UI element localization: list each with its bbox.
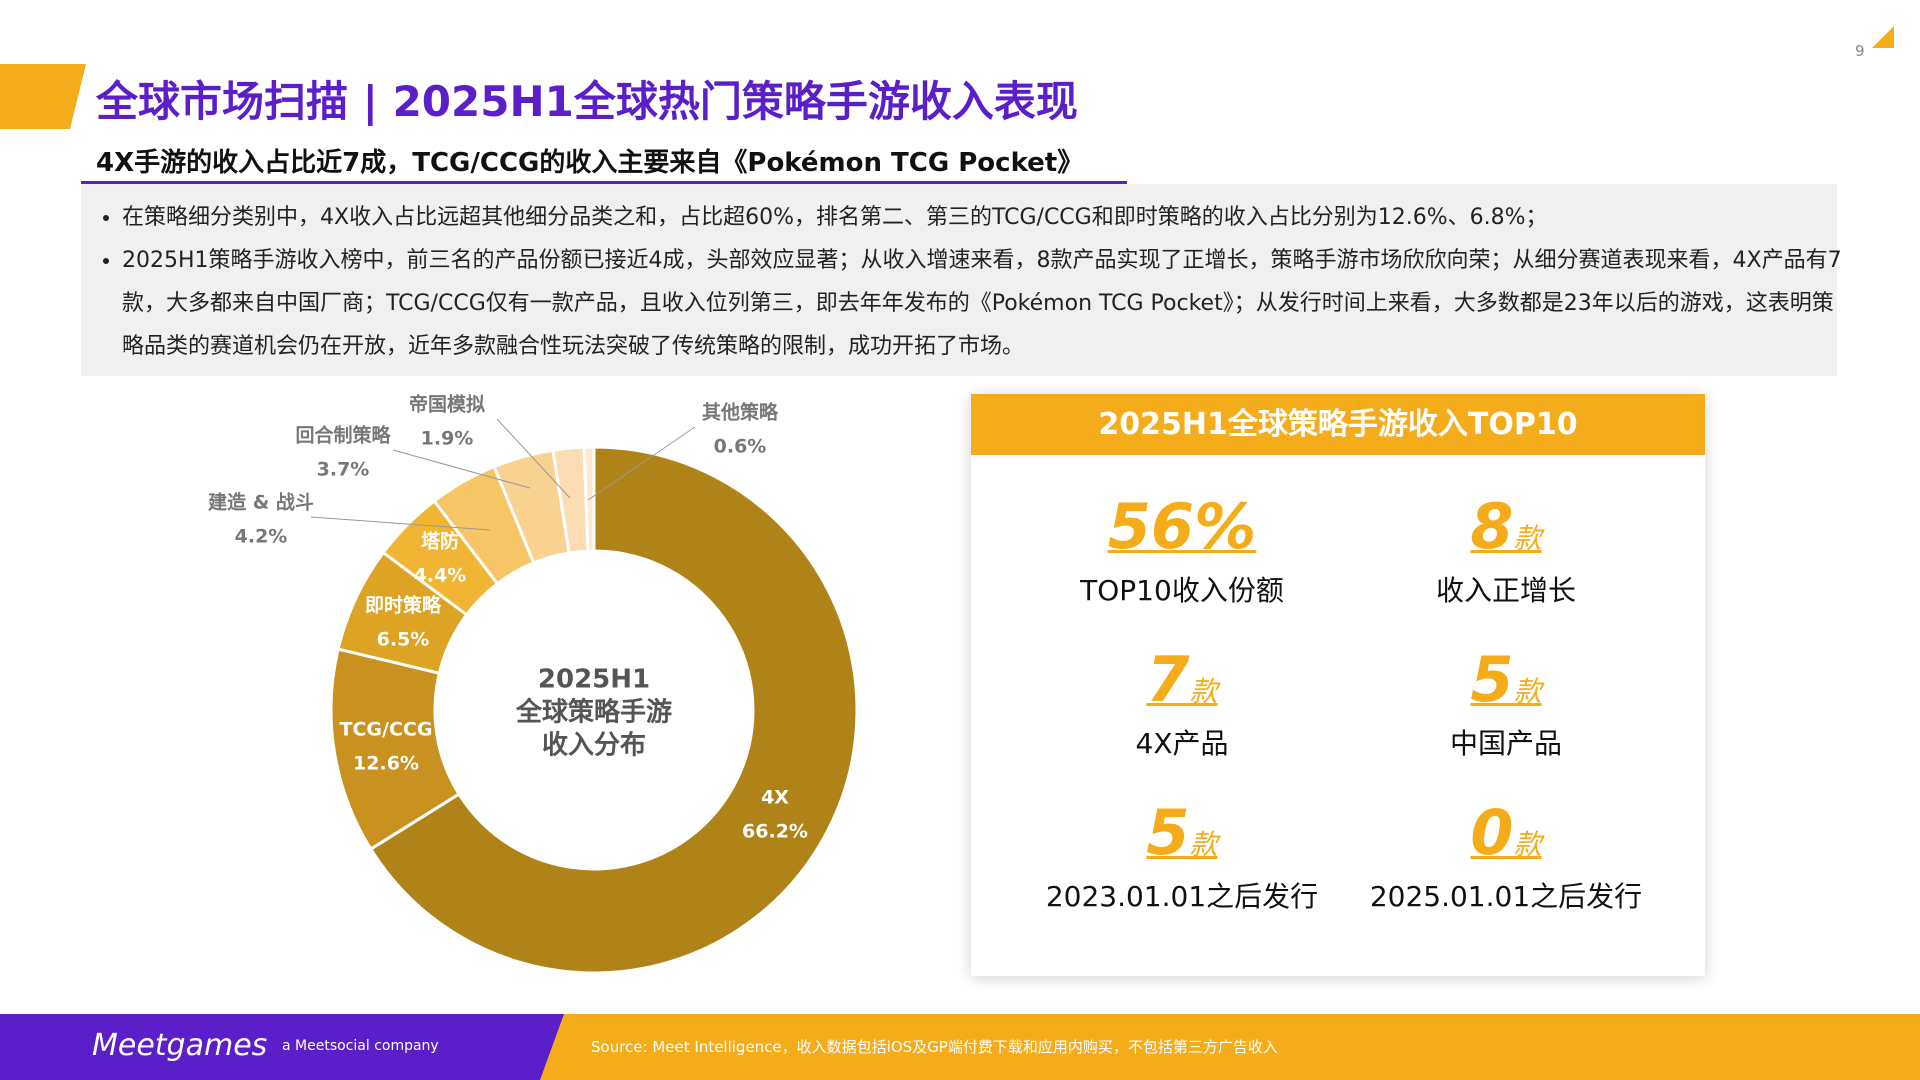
stat-value: 56%: [1107, 490, 1257, 563]
value-label: 3.7%: [317, 459, 370, 481]
value-label: 4.4%: [414, 565, 467, 587]
center-label: 全球策略手游: [515, 697, 672, 728]
stat: 5款中国产品: [1316, 643, 1696, 762]
segment-label: 即时策略: [365, 594, 442, 617]
stat-label: 2023.01.01之后发行: [1045, 880, 1319, 913]
source: Source: Meet Intelligence，收入数据包括iOS及GP端付…: [591, 1038, 1278, 1056]
donut-segment: [368, 445, 859, 975]
stat: 8款收入正增长: [1316, 490, 1696, 609]
stat-unit: 款: [1189, 828, 1218, 861]
stat-value: 7: [1146, 643, 1190, 716]
footer-brand-band: [0, 1014, 564, 1080]
stat: 5款 2023.01.01之后发行: [992, 796, 1372, 915]
rule: [81, 181, 1127, 184]
segment-label: 建造 & 战斗: [208, 491, 314, 514]
stat-unit: 款: [1513, 828, 1542, 861]
brand: Meetgames: [92, 1028, 268, 1063]
stat-label: TOP10收入份额: [1080, 574, 1284, 607]
stat-unit: 款: [1513, 675, 1542, 708]
stat-label: 收入正增长: [1435, 574, 1576, 607]
card-title: 2025H1全球策略手游收入TOP10: [971, 394, 1705, 455]
value-label: 66.2%: [742, 821, 808, 843]
value-label: 1.9%: [421, 428, 474, 450]
subtitle: 4X手游的收入占比近7成，TCG/CCG的收入主要来自《Pokémon TCG …: [96, 148, 1084, 178]
center-label: 收入分布: [542, 731, 646, 761]
segment-label: TCG/CCG: [340, 719, 433, 741]
corner-accent: [0, 64, 86, 129]
value-label: 0.6%: [714, 436, 767, 458]
stat-value-wrap: 7款: [992, 643, 1372, 716]
top10-card: 2025H1全球策略手游收入TOP10: [971, 394, 1705, 976]
stat-label: 2025.01.01之后发行: [1369, 880, 1643, 913]
bullet-list: 在策略细分类别中，4X收入占比远超其他细分品类之和，占比超60%，排名第二、第三…: [96, 196, 1842, 368]
leader-line: [496, 418, 571, 499]
page-number: 9: [1855, 42, 1865, 60]
center-label: 2025H1: [538, 665, 650, 695]
stat-unit: 款: [1189, 675, 1218, 708]
stat-value: 0: [1470, 796, 1514, 869]
stat: 0款 2025.01.01之后发行: [1316, 796, 1696, 915]
segment-label: 回合制策略: [295, 424, 391, 447]
stat: 56% TOP10收入份额: [992, 490, 1372, 609]
leader-line: [392, 449, 531, 489]
stat-value: 5: [1470, 643, 1514, 716]
stat-value-wrap: 8款: [1316, 490, 1696, 563]
value-label: 6.5%: [377, 629, 430, 651]
leader-line: [310, 516, 491, 531]
leader-line: [587, 426, 696, 501]
bullet: 在策略细分类别中，4X收入占比远超其他细分品类之和，占比超60%，排名第二、第三…: [122, 196, 1842, 239]
value-label: 4.2%: [235, 526, 288, 548]
stat-value-wrap: 0款: [1316, 796, 1696, 869]
value-label: 12.6%: [353, 753, 419, 775]
stat-label: 4X产品: [1135, 727, 1229, 760]
segment-label: 4X: [761, 787, 789, 809]
segment-label: 其他策略: [702, 401, 779, 424]
corner-mark: [1872, 26, 1894, 48]
stat-value-wrap: 5款: [1316, 643, 1696, 716]
stat-value: 8: [1470, 490, 1514, 563]
donut-chart: 4X 66.2% TCG/CCG 12.6% 即时策略 6.5% 塔防 4.4% 建造 & 战斗…: [208, 393, 859, 975]
stat: 7款 4X产品: [992, 643, 1372, 762]
title: 全球市场扫描 | 2025H1全球热门策略手游收入表现: [96, 77, 1078, 126]
bullet: 2025H1策略手游收入榜中，前三名的产品份额已接近4成，头部效应显著；从收入增…: [122, 239, 1842, 368]
stat-value-wrap: 5款: [992, 796, 1372, 869]
stat-value-wrap: 56%: [992, 490, 1372, 563]
tagline: a Meetsocial company: [282, 1038, 439, 1054]
stat-value: 5: [1146, 796, 1190, 869]
stat-unit: 款: [1513, 522, 1542, 555]
stat-label: 中国产品: [1449, 727, 1562, 760]
summary-box: [81, 184, 1837, 376]
segment-label: 塔防: [421, 530, 459, 553]
segment-label: 帝国模拟: [409, 393, 485, 416]
